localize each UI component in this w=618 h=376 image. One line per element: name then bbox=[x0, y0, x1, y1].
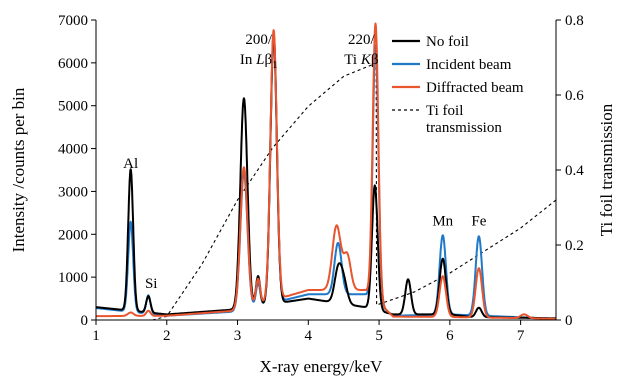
x-tick-label: 3 bbox=[234, 328, 242, 344]
peak-label-fe: Fe bbox=[471, 214, 486, 230]
y-tick-label: 5000 bbox=[58, 99, 88, 115]
y2-tick-label: 0.4 bbox=[565, 163, 584, 179]
legend-label-line: transmission bbox=[426, 120, 502, 136]
x-tick-label: 7 bbox=[517, 328, 525, 344]
x-tick-label: 6 bbox=[446, 328, 454, 344]
y-tick-label: 1000 bbox=[58, 270, 88, 286]
series-lines bbox=[95, 22, 557, 321]
y-tick-label: 4000 bbox=[58, 142, 88, 158]
legend-label-diffracted-beam: Diffracted beam bbox=[426, 80, 524, 96]
peak-label-text: L bbox=[255, 52, 264, 68]
legend: No foil Incident beam Diffracted beam Ti fo… bbox=[392, 34, 524, 136]
y2-tick-label: 0.8 bbox=[565, 13, 584, 29]
series-line-ti-foil-transmission bbox=[152, 62, 557, 321]
y-axis-label: Intensity /counts per bin bbox=[9, 87, 28, 252]
y2-tick-label: 0 bbox=[565, 313, 573, 329]
y-tick-label: 2000 bbox=[58, 227, 88, 243]
x-tick-label: 1 bbox=[92, 328, 100, 344]
y-tick-label: 6000 bbox=[58, 56, 88, 72]
peak-label-si: Si bbox=[145, 276, 158, 292]
series-line-no-foil bbox=[95, 32, 557, 320]
legend-label-ti-foil-transmission: Ti foil transmission bbox=[426, 103, 502, 136]
legend-label-no-foil: No foil bbox=[426, 34, 469, 50]
peak-label-al: Al bbox=[123, 156, 138, 172]
peak-label-mn: Mn bbox=[432, 214, 453, 230]
peak-label-subscript: 1 bbox=[272, 59, 278, 71]
y2-axis-label: Ti foil transmission bbox=[597, 103, 616, 236]
x-tick-label: 5 bbox=[375, 328, 383, 344]
legend-label-line: Ti foil bbox=[426, 103, 463, 119]
y2-tick-label: 0.2 bbox=[565, 238, 584, 254]
y-tick-label: 0 bbox=[81, 313, 89, 329]
peak-label-0-line2: In Lβ1 bbox=[240, 52, 278, 71]
y2-tick-label: 0.6 bbox=[565, 88, 584, 104]
x-tick-label: 2 bbox=[163, 328, 171, 344]
peak-label-text: β bbox=[371, 52, 379, 68]
peak-label-text: K bbox=[360, 52, 372, 68]
y-tick-label: 3000 bbox=[58, 184, 88, 200]
series-line-diffracted-beam bbox=[95, 22, 557, 320]
peak-label-text: β bbox=[264, 52, 272, 68]
legend-label-incident-beam: Incident beam bbox=[426, 57, 512, 73]
axes: 1 2 3 4 5 6 7 0 1000 2000 3000 4000 5000 6000 7000 0 0.2… bbox=[58, 13, 584, 344]
peak-label-0-line1: 200/ bbox=[245, 32, 273, 48]
peak-label-text: In bbox=[240, 52, 256, 68]
peak-label-1-line2: Ti Kβ bbox=[344, 52, 378, 68]
y-tick-label: 7000 bbox=[58, 13, 88, 29]
x-tick-label: 4 bbox=[305, 328, 313, 344]
x-axis-label: X-ray energy/keV bbox=[260, 357, 384, 376]
peak-label-1-line1: 220/ bbox=[348, 32, 376, 48]
peak-label-text: Ti bbox=[344, 52, 361, 68]
